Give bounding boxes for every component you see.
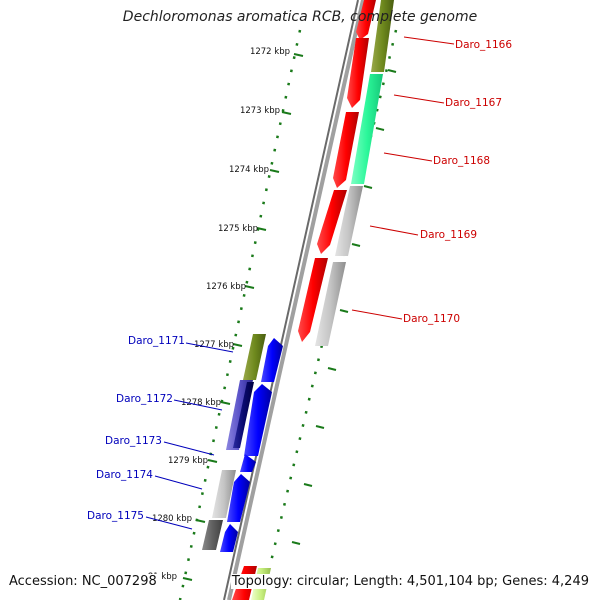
- ruler-tick-label: 1278 kbp: [181, 398, 221, 408]
- gene-arrow-daro-1170[interactable]: [298, 258, 328, 342]
- gene-arrow-daro-1172[interactable]: [244, 384, 272, 456]
- ruler-tick: 1273 kbp: [240, 106, 292, 116]
- gene-label-daro-1171[interactable]: Daro_1171: [128, 335, 185, 347]
- ruler-tick: 1279 kbp: [168, 456, 218, 466]
- ruler-tick-label: 1280 kbp: [152, 514, 192, 524]
- gene-bar-daro-1175[interactable]: [202, 520, 223, 550]
- gene-bar-daro-1171[interactable]: [243, 334, 266, 380]
- gene-bar-daro-1166[interactable]: [371, 0, 394, 72]
- ruler-tick-label: 81 kbp: [148, 572, 177, 582]
- ruler-tick-label: 1276 kbp: [206, 282, 246, 292]
- gene-arrow-daro-1165[interactable]: [356, 0, 376, 40]
- gene-bar-daro-1167[interactable]: [351, 74, 383, 184]
- ruler-tick: 1280 kbp: [152, 514, 206, 524]
- gene-label-daro-1167[interactable]: Daro_1167: [445, 97, 502, 109]
- gene-label-daro-1174[interactable]: Daro_1174: [96, 469, 153, 481]
- accession-text: Accession: NC_007298: [8, 574, 158, 589]
- gene-arrow-daro-1166[interactable]: [347, 38, 369, 108]
- gene-bar-daro-1172-inner[interactable]: [233, 382, 254, 448]
- gene-bar-daro-1168[interactable]: [335, 186, 363, 256]
- ruler-tick-label: 1272 kbp: [250, 47, 290, 57]
- gene-label-daro-1173[interactable]: Daro_1173: [105, 435, 162, 447]
- ruler-tick: 1272 kbp: [250, 47, 304, 57]
- gene-label-connectors-minus: [145, 342, 234, 530]
- genome-summary-text: Topology: circular; Length: 4,501,104 bp…: [230, 574, 590, 589]
- gene-label-daro-1169[interactable]: Daro_1169: [420, 229, 477, 241]
- gene-label-daro-1175[interactable]: Daro_1175: [87, 510, 144, 522]
- gene-arrow-daro-1171[interactable]: [261, 338, 283, 382]
- gene-arrow-daro-1173[interactable]: [240, 454, 256, 472]
- gene-arrow-daro-1175[interactable]: [220, 524, 238, 552]
- ruler-tick-label: 1273 kbp: [240, 106, 280, 116]
- ruler-right-ticks: [291, 69, 397, 545]
- gene-arrow-daro-1167[interactable]: [333, 112, 359, 188]
- gene-label-daro-1168[interactable]: Daro_1168: [433, 155, 490, 167]
- gene-arrow-daro-1174[interactable]: [227, 474, 250, 522]
- gene-arrow-daro-1168[interactable]: [317, 190, 347, 254]
- ruler-tick: 1277 kbp: [194, 340, 243, 350]
- gene-label-daro-1172[interactable]: Daro_1172: [116, 393, 173, 405]
- ruler-tick-label: 1275 kbp: [218, 224, 258, 234]
- ruler-tick: 1275 kbp: [218, 224, 267, 234]
- gene-label-daro-1166[interactable]: Daro_1166: [455, 39, 512, 51]
- gene-bar-daro-1169[interactable]: [315, 262, 346, 346]
- gene-label-connectors-plus: [351, 36, 455, 320]
- map-title: Dechloromonas aromatica RCB, complete ge…: [122, 9, 478, 25]
- ruler-tick: 81 kbp: [148, 572, 193, 582]
- ruler-tick: 1278 kbp: [181, 398, 231, 408]
- ruler-tick-label: 1274 kbp: [229, 165, 269, 175]
- ruler-tick: 1276 kbp: [206, 282, 255, 292]
- ruler-tick: 1274 kbp: [229, 165, 280, 175]
- genome-backbone-inner: [223, 0, 359, 600]
- gene-label-daro-1170[interactable]: Daro_1170: [403, 313, 460, 325]
- gene-bar-daro-1174[interactable]: [212, 470, 236, 518]
- ruler-line-right: [260, 29, 398, 600]
- ruler-tick-label: 1277 kbp: [194, 340, 234, 350]
- ruler-tick-label: 1279 kbp: [168, 456, 208, 466]
- genome-backbone-outer: [227, 0, 365, 600]
